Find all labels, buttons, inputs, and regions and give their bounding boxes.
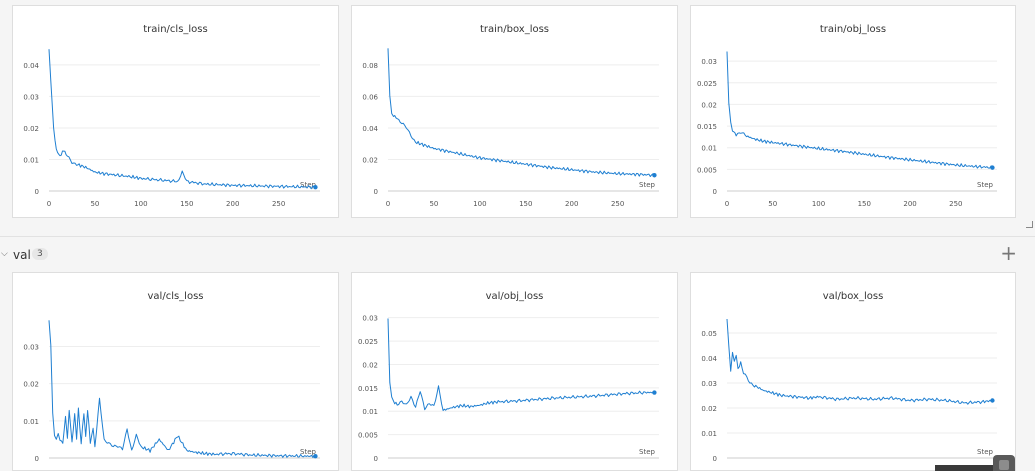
series-line xyxy=(387,48,655,177)
line-chart: 0 0.01 0.02 0.03 0.04 0.05 Step xyxy=(701,318,997,463)
y-tick-label: 0.015 xyxy=(697,123,717,131)
y-tick-label: 0.02 xyxy=(362,361,378,369)
x-tick-label: 150 xyxy=(858,200,871,208)
y-tick-label: 0.01 xyxy=(701,430,717,438)
series-line xyxy=(726,318,993,405)
panel-resize-handle[interactable] xyxy=(1026,221,1033,228)
x-axis-label: Step xyxy=(977,448,993,456)
y-tick-label: 0.06 xyxy=(362,93,378,101)
chart-title: train/box_loss xyxy=(479,24,550,35)
x-tick-label: 200 xyxy=(226,200,239,208)
floating-action-button[interactable] xyxy=(993,455,1015,471)
x-tick-label: 200 xyxy=(565,200,578,208)
chart-panel-val-obj-loss[interactable]: val/obj_loss 0 0.005 0.01 0.015 0.02 0.025 0.0… xyxy=(351,272,678,471)
y-tick-label: 0.01 xyxy=(362,408,378,416)
line-chart: 0 0.005 0.01 0.015 0.02 0.025 0.03 Step xyxy=(358,315,659,463)
chart-panel-train-obj-loss[interactable]: train/obj_loss 0 0.005 0.01 0.015 0.02 0.025 0… xyxy=(690,5,1016,218)
x-tick-label: 200 xyxy=(903,200,916,208)
chevron-down-icon[interactable]: ⌵ xyxy=(1,249,8,259)
y-tick-label: 0.02 xyxy=(23,381,39,389)
chart-title: val/cls_loss xyxy=(147,291,204,302)
x-tick-label: 100 xyxy=(134,200,147,208)
y-tick-label: 0.02 xyxy=(23,125,39,133)
series-endpoint xyxy=(313,453,318,459)
section-header-val[interactable]: ⌵ val 3 + xyxy=(0,241,1035,269)
line-chart: 0 0.01 0.02 0.03 0.04 0 50 100 150 200 250 Step xyxy=(23,49,320,208)
y-tick-label: 0 xyxy=(374,455,378,463)
chart-title: train/obj_loss xyxy=(819,24,887,35)
chart-title: train/cls_loss xyxy=(143,24,208,35)
y-tick-label: 0.025 xyxy=(358,338,378,346)
y-tick-label: 0.04 xyxy=(23,62,39,70)
series-endpoint xyxy=(652,390,657,395)
x-tick-label: 50 xyxy=(429,200,438,208)
add-panel-plus-icon[interactable]: + xyxy=(1000,241,1017,265)
chart-title: val/box_loss xyxy=(822,291,884,302)
square-icon xyxy=(999,460,1009,470)
y-tick-label: 0 xyxy=(713,188,717,196)
y-tick-label: 0.025 xyxy=(697,80,717,88)
y-tick-label: 0.03 xyxy=(23,93,39,101)
x-tick-label: 0 xyxy=(725,200,729,208)
y-tick-label: 0 xyxy=(35,188,39,196)
section-divider xyxy=(0,236,1035,237)
y-tick-label: 0.08 xyxy=(362,62,378,70)
series-endpoint xyxy=(990,165,995,170)
x-axis-label: Step xyxy=(639,448,655,456)
y-tick-label: 0.03 xyxy=(701,380,717,388)
x-tick-label: 100 xyxy=(812,200,825,208)
chart-title: val/obj_loss xyxy=(485,291,544,302)
section-count-badge: 3 xyxy=(32,248,48,260)
x-axis-label: Step xyxy=(300,448,316,456)
chart-panel-val-box-loss[interactable]: val/box_loss 0 0.01 0.02 0.03 0.04 0.05 Step xyxy=(690,272,1016,471)
y-tick-label: 0.005 xyxy=(697,166,717,174)
y-tick-label: 0.03 xyxy=(701,58,717,66)
x-axis-label: Step xyxy=(300,181,316,189)
y-tick-label: 0.02 xyxy=(362,156,378,164)
x-tick-label: 50 xyxy=(768,200,777,208)
y-tick-label: 0.05 xyxy=(701,330,717,338)
y-tick-label: 0.005 xyxy=(358,432,378,440)
x-tick-label: 250 xyxy=(949,200,962,208)
series-line xyxy=(726,51,993,169)
series-line xyxy=(387,318,655,411)
series-endpoint xyxy=(652,173,657,178)
chart-panel-train-cls-loss[interactable]: train/cls_loss 0 0.01 0.02 0.03 0.04 0 50 100 15… xyxy=(12,5,339,218)
series-line xyxy=(48,49,316,190)
x-tick-label: 150 xyxy=(180,200,193,208)
x-tick-label: 150 xyxy=(519,200,532,208)
line-chart: 0 0.02 0.04 0.06 0.08 0 50 100 150 200 250 Step xyxy=(362,48,659,208)
y-tick-label: 0 xyxy=(374,188,378,196)
x-tick-label: 50 xyxy=(90,200,99,208)
y-tick-label: 0.02 xyxy=(701,101,717,109)
y-tick-label: 0.01 xyxy=(701,145,717,153)
y-tick-label: 0.02 xyxy=(701,405,717,413)
y-tick-label: 0.04 xyxy=(701,355,717,363)
chart-panel-train-box-loss[interactable]: train/box_loss 0 0.02 0.04 0.06 0.08 0 50 100 15… xyxy=(351,5,678,218)
y-tick-label: 0.01 xyxy=(23,418,39,426)
x-axis-label: Step xyxy=(639,181,655,189)
y-tick-label: 0.03 xyxy=(362,315,378,323)
x-tick-label: 0 xyxy=(47,200,51,208)
series-endpoint xyxy=(313,185,318,190)
status-bar xyxy=(935,465,995,471)
series-endpoint xyxy=(990,398,995,403)
y-tick-label: 0 xyxy=(713,455,717,463)
y-tick-label: 0.04 xyxy=(362,125,378,133)
line-chart: 0 0.01 0.02 0.03 Step xyxy=(23,320,320,463)
y-tick-label: 0.015 xyxy=(358,385,378,393)
x-tick-label: 100 xyxy=(473,200,486,208)
x-tick-label: 250 xyxy=(272,200,285,208)
section-name: val xyxy=(13,248,31,262)
y-tick-label: 0 xyxy=(35,455,39,463)
chart-panel-val-cls-loss[interactable]: val/cls_loss 0 0.01 0.02 0.03 Step xyxy=(12,272,339,471)
y-tick-label: 0.03 xyxy=(23,343,39,351)
x-tick-label: 0 xyxy=(386,200,390,208)
line-chart: 0 0.005 0.01 0.015 0.02 0.025 0.03 0 50 100 150 200… xyxy=(697,51,997,208)
y-tick-label: 0.01 xyxy=(23,156,39,164)
x-tick-label: 250 xyxy=(611,200,624,208)
series-line xyxy=(48,320,316,458)
x-axis-label: Step xyxy=(977,181,993,189)
